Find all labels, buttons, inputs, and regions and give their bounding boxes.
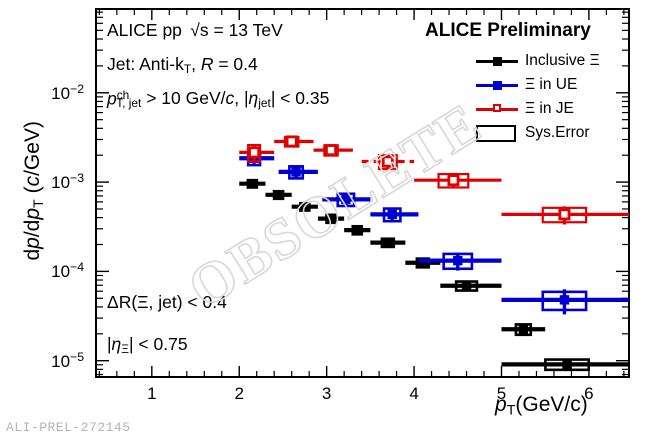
pt-jet-sub: T, jet xyxy=(116,96,142,111)
x-tick-label: 5 xyxy=(496,384,507,403)
legend-label-xi-in-ue: Ξ in UE xyxy=(525,76,578,93)
preliminary-label: ALICE Preliminary xyxy=(425,20,591,41)
legend-item-xi-in-ue[interactable]: Ξ in UE xyxy=(474,74,624,96)
sys-error-box-icon xyxy=(476,125,516,142)
legend-symbol-xi-in-ue xyxy=(474,75,520,95)
pt-jet-sup: ch xyxy=(116,88,130,102)
jet-def-rest: , R = 0.4 xyxy=(191,54,258,74)
legend-label-sys-error: Sys.Error xyxy=(525,124,590,141)
open-square-marker-icon xyxy=(493,104,501,112)
legend-label-xi-in-je: Ξ in JE xyxy=(525,100,574,117)
y-tick-label: 10−4 xyxy=(51,260,84,282)
pt-jet-rest: > 10 GeV/c, |ηjet| < 0.35 xyxy=(141,88,330,111)
legend-symbol-inclusive-xi xyxy=(474,51,520,71)
pt-jet-symbol: p xyxy=(107,88,117,109)
x-tick-label: 4 xyxy=(409,384,419,403)
x-tick-label: 1 xyxy=(147,384,157,403)
jet-def-text: Jet: Anti-k xyxy=(107,54,184,74)
filled-square-marker-icon xyxy=(493,81,502,90)
x-tick-label: 2 xyxy=(234,384,244,403)
y-tick-label: 10−5 xyxy=(51,349,84,371)
annotation-pt-jet-cut: pchT, jet > 10 GeV/c, |ηjet| < 0.35 xyxy=(107,88,329,110)
legend-item-xi-in-je[interactable]: Ξ in JE xyxy=(474,98,624,120)
legend-label-inclusive-xi: Inclusive Ξ xyxy=(525,52,600,69)
annotation-collision-system: ALICE pp √s = 13 TeV xyxy=(107,20,283,40)
annotation-eta-xi: |ηΞ| < 0.75 xyxy=(107,334,188,356)
legend-symbol-xi-in-je xyxy=(474,99,520,119)
legend-item-sys-error[interactable]: Sys.Error xyxy=(474,122,624,144)
y-tick-label: 10−3 xyxy=(51,171,84,193)
x-tick-label: 3 xyxy=(321,384,332,403)
y-tick-label: 10−2 xyxy=(51,81,84,103)
plot-frame xyxy=(95,8,630,378)
legend-item-inclusive-xi[interactable]: Inclusive Ξ xyxy=(474,50,624,72)
x-axis-title: pT(GeV/c) xyxy=(495,393,588,419)
jet-def-sub: T xyxy=(183,61,192,76)
legend: Inclusive Ξ Ξ in UE Ξ in JE Sys.Error xyxy=(474,50,624,146)
annotation-delta-r: ΔR(Ξ, jet) < 0.4 xyxy=(107,292,227,312)
annotation-jet-definition: Jet: Anti-kT, R = 0.4 xyxy=(107,54,258,76)
legend-symbol-sys-error xyxy=(474,123,520,143)
x-tick-label: 6 xyxy=(584,384,594,403)
filled-square-marker-icon xyxy=(493,57,502,66)
figure-id-tag: ALI-PREL-272145 xyxy=(6,420,131,435)
